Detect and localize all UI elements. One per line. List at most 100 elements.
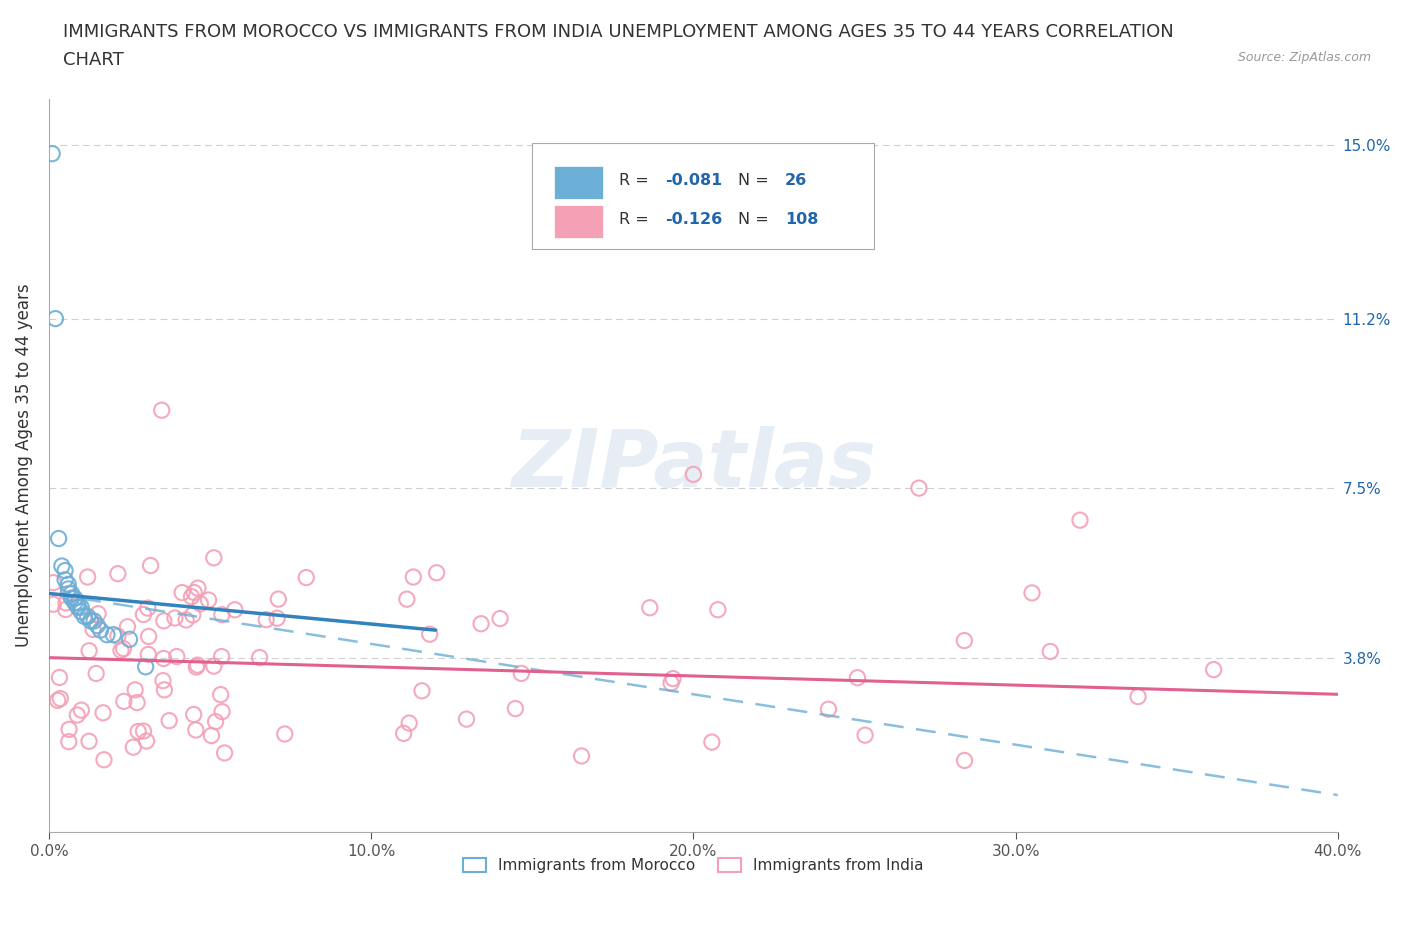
Text: CHART: CHART: [63, 51, 124, 69]
Point: [152, 673, 174, 688]
Point: [51, 559, 73, 574]
Point: [659, 675, 682, 690]
Text: 108: 108: [785, 212, 818, 227]
Point: [411, 684, 433, 698]
Text: N =: N =: [738, 212, 775, 227]
Point: [211, 607, 233, 622]
Point: [55, 602, 77, 617]
Text: N =: N =: [738, 173, 775, 188]
Point: [200, 728, 222, 743]
Point: [214, 746, 236, 761]
Text: -0.126: -0.126: [665, 212, 723, 227]
Point: [953, 633, 976, 648]
Point: [187, 580, 209, 595]
Point: [80, 614, 103, 629]
Text: R =: R =: [619, 173, 654, 188]
Point: [163, 611, 186, 626]
Point: [48, 670, 70, 684]
Point: [132, 607, 155, 622]
Point: [489, 611, 512, 626]
Point: [49, 691, 72, 706]
Point: [80, 613, 103, 628]
Point: [44, 312, 66, 326]
Point: [103, 628, 125, 643]
Point: [183, 585, 205, 600]
Point: [89, 623, 111, 638]
Point: [46, 693, 69, 708]
Point: [70, 600, 93, 615]
Text: 26: 26: [785, 173, 807, 188]
Point: [1021, 586, 1043, 601]
Point: [127, 724, 149, 738]
Y-axis label: Unemployment Among Ages 35 to 44 years: Unemployment Among Ages 35 to 44 years: [15, 284, 32, 647]
Point: [398, 716, 420, 731]
FancyBboxPatch shape: [533, 142, 873, 249]
Point: [66, 708, 89, 723]
Point: [70, 604, 93, 619]
Point: [254, 612, 277, 627]
Point: [48, 531, 70, 546]
Point: [107, 566, 129, 581]
Point: [96, 628, 118, 643]
Point: [174, 613, 197, 628]
Point: [211, 704, 233, 719]
Point: [188, 596, 211, 611]
Point: [392, 726, 415, 741]
Point: [138, 629, 160, 644]
Point: [224, 603, 246, 618]
Point: [249, 650, 271, 665]
Point: [135, 659, 157, 674]
Point: [700, 735, 723, 750]
Point: [153, 683, 176, 698]
Text: R =: R =: [619, 212, 654, 227]
Point: [456, 711, 478, 726]
Point: [180, 590, 202, 604]
FancyBboxPatch shape: [554, 205, 603, 238]
Point: [66, 600, 89, 615]
Point: [53, 572, 76, 587]
Point: [184, 723, 207, 737]
Point: [181, 607, 204, 622]
Point: [211, 649, 233, 664]
Point: [426, 565, 449, 580]
Point: [58, 577, 80, 591]
Point: [112, 641, 135, 656]
Point: [186, 659, 208, 674]
Point: [76, 569, 98, 584]
Point: [66, 595, 89, 610]
Point: [153, 614, 176, 629]
Point: [127, 695, 149, 710]
Point: [1039, 644, 1062, 659]
Point: [58, 722, 80, 737]
Point: [70, 703, 93, 718]
Point: [122, 739, 145, 754]
Point: [136, 647, 159, 662]
Point: [135, 734, 157, 749]
Point: [682, 467, 704, 482]
Point: [112, 694, 135, 709]
Point: [209, 687, 232, 702]
Point: [91, 705, 114, 720]
Point: [107, 629, 129, 644]
Point: [76, 609, 98, 624]
Point: [132, 724, 155, 738]
Point: [510, 666, 533, 681]
Point: [204, 714, 226, 729]
Point: [571, 749, 593, 764]
Text: ZIPatlas: ZIPatlas: [510, 426, 876, 504]
Point: [267, 591, 290, 606]
Point: [166, 649, 188, 664]
Point: [197, 592, 219, 607]
Point: [60, 591, 83, 605]
Point: [274, 726, 297, 741]
Point: [152, 651, 174, 666]
Point: [86, 618, 108, 633]
Point: [150, 403, 173, 418]
Point: [172, 585, 194, 600]
Point: [41, 146, 63, 161]
Point: [77, 644, 100, 658]
Point: [110, 643, 132, 658]
Point: [1126, 689, 1149, 704]
Point: [77, 734, 100, 749]
Point: [73, 609, 96, 624]
